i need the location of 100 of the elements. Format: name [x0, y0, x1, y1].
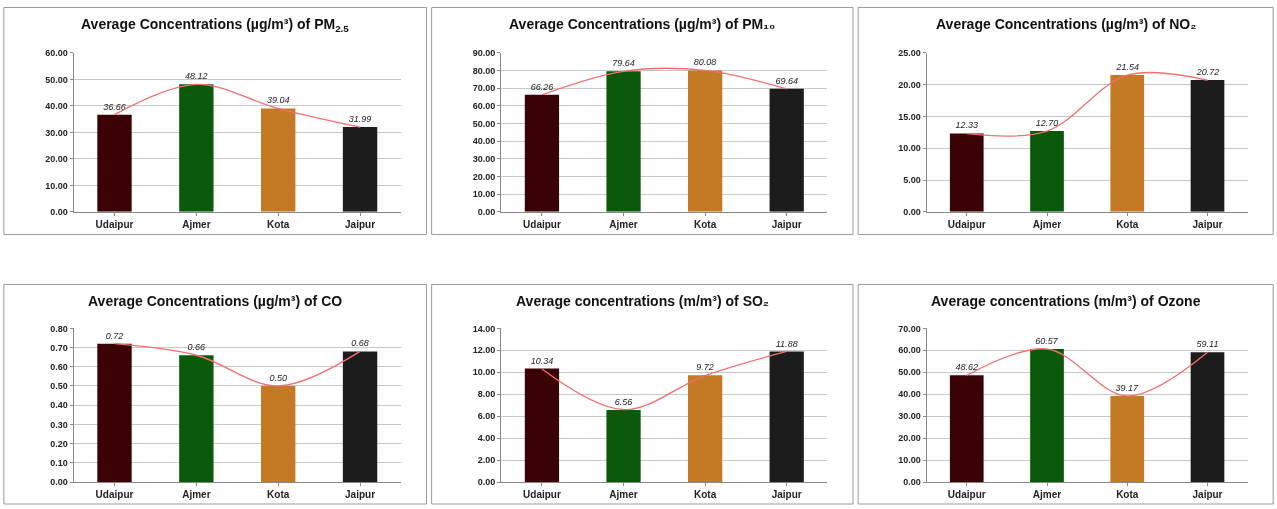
y-tick-label: 20.00 [898, 433, 921, 444]
data-label: 80.08 [693, 57, 717, 68]
x-tick-label: Ajmer [609, 218, 638, 230]
data-label: 36.66 [103, 101, 126, 112]
bar [524, 368, 560, 483]
x-tick-label: Kota [1116, 218, 1139, 230]
y-tick-label: 10.00 [472, 189, 496, 200]
bar [179, 355, 214, 483]
x-tick-label: Ajmer [609, 489, 638, 501]
y-tick-label: 8.00 [477, 389, 496, 400]
y-tick-label: 2.00 [477, 455, 496, 466]
y-tick-label: 20.00 [898, 79, 921, 90]
y-tick-label: 0.00 [903, 477, 921, 488]
data-label: 6.56 [614, 397, 633, 408]
x-tick-label: Udaipur [947, 218, 986, 230]
data-label: 11.88 [775, 338, 798, 349]
chart-title: Average Concentrations (µg/m³) of CO [88, 293, 343, 309]
data-label: 0.72 [105, 330, 124, 341]
data-label: 12.70 [1035, 118, 1059, 129]
y-tick-label: 60.00 [472, 101, 496, 112]
bar [687, 70, 723, 212]
data-label: 60.57 [1035, 336, 1059, 347]
data-label: 39.17 [1115, 383, 1140, 394]
bar [949, 133, 984, 212]
y-tick-label: 70.00 [472, 83, 496, 94]
bar [1110, 396, 1145, 483]
y-tick-label: 10.00 [45, 180, 68, 191]
y-tick-label: 50.00 [898, 367, 921, 378]
y-tick-label: 20.00 [45, 154, 68, 164]
data-label: 48.12 [185, 71, 208, 82]
data-label: 0.50 [269, 372, 287, 383]
chart-title: Average concentrations (m/m³) of SO₂ [516, 293, 770, 309]
bar [261, 108, 296, 212]
data-label: 9.72 [696, 362, 714, 373]
data-label: 0.66 [187, 342, 206, 353]
y-tick-label: 40.00 [472, 136, 496, 147]
y-tick-label: 10.00 [898, 143, 921, 154]
bar [1190, 352, 1225, 483]
x-tick-label: Jaipur [1192, 218, 1223, 230]
bar [97, 114, 132, 212]
bar [97, 343, 132, 483]
x-tick-label: Udaipur [95, 489, 134, 501]
bar [524, 94, 560, 212]
y-tick-label: 0.40 [50, 400, 68, 411]
x-tick-label: Jaipur [345, 218, 376, 230]
data-label: 0.68 [351, 338, 369, 349]
y-tick-label: 12.00 [472, 345, 496, 356]
y-tick-label: 0.50 [50, 381, 68, 392]
bar [769, 88, 804, 212]
y-tick-label: 0.10 [50, 457, 68, 468]
y-tick-label: 60.00 [898, 345, 921, 356]
data-label: 48.62 [955, 362, 979, 373]
y-tick-label: 5.00 [903, 175, 921, 186]
y-tick-label: 70.00 [898, 323, 921, 334]
y-tick-label: 90.00 [472, 48, 496, 59]
data-label: 10.34 [530, 355, 554, 366]
x-tick-label: Kota [694, 218, 717, 230]
y-tick-label: 0.70 [50, 342, 68, 353]
bar [342, 351, 378, 483]
bar [1030, 131, 1064, 212]
y-tick-label: 15.00 [898, 111, 921, 122]
chart-title: Average concentrations (m/m³) of Ozone [931, 293, 1201, 309]
x-tick-label: Jaipur [345, 489, 376, 501]
data-label: 59.11 [1196, 339, 1219, 350]
x-tick-label: Ajmer [1032, 489, 1062, 501]
y-tick-label: 0.00 [477, 477, 496, 488]
x-tick-label: Kota [267, 218, 290, 230]
bar [949, 375, 984, 483]
y-tick-label: 0.60 [50, 361, 68, 372]
chart-title: Average Concentrations (µg/m³) of PM$_{2.5}$ [81, 16, 350, 34]
y-tick-label: 10.00 [472, 367, 496, 378]
x-tick-label: Ajmer [1032, 218, 1062, 230]
y-tick-label: 40.00 [45, 101, 68, 112]
x-tick-label: Udaipur [947, 489, 986, 501]
y-tick-label: 0.20 [50, 438, 68, 449]
y-tick-label: 0.00 [50, 477, 68, 488]
bar [606, 410, 641, 483]
y-tick-label: 50.00 [472, 118, 496, 129]
data-label: 31.99 [348, 114, 372, 125]
y-tick-label: 6.00 [477, 411, 496, 422]
data-label: 79.64 [612, 58, 635, 69]
chart-title: Average Concentrations (µg/m³) of NO₂ [936, 16, 1197, 32]
x-tick-label: Ajmer [182, 218, 211, 230]
data-label: 66.26 [530, 81, 554, 92]
bar [261, 385, 296, 483]
y-tick-label: 80.00 [472, 65, 496, 76]
data-label: 69.64 [775, 75, 798, 86]
data-label: 20.72 [1195, 67, 1220, 78]
bar [606, 71, 641, 212]
chart-title: Average Concentrations (µg/m³) of PM₁₀ [509, 16, 776, 32]
x-tick-label: Jaipur [771, 489, 802, 501]
y-tick-label: 0.00 [903, 206, 921, 217]
y-tick-label: 30.00 [472, 154, 496, 164]
data-label: 12.33 [955, 120, 979, 131]
bar [687, 375, 723, 483]
x-tick-label: Udaipur [95, 218, 134, 230]
data-label: 21.54 [1115, 61, 1140, 72]
bar [342, 127, 378, 212]
y-tick-label: 20.00 [472, 171, 496, 182]
x-tick-label: Ajmer [182, 489, 211, 501]
